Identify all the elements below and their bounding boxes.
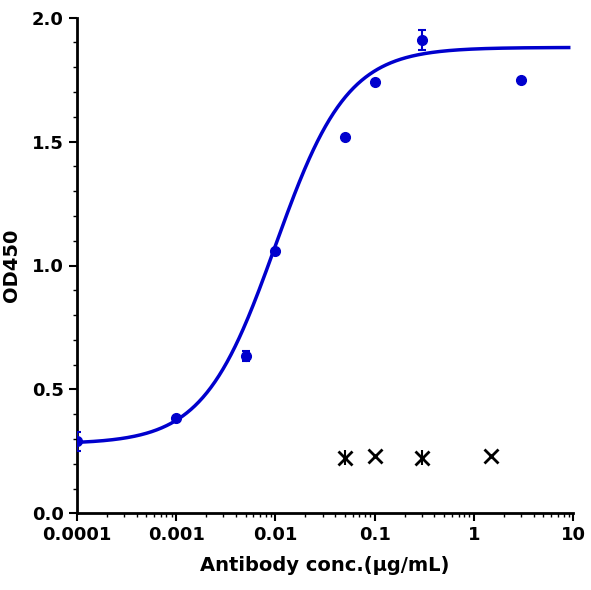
X-axis label: Antibody conc.(µg/mL): Antibody conc.(µg/mL) — [200, 556, 450, 575]
Y-axis label: OD450: OD450 — [2, 229, 21, 302]
